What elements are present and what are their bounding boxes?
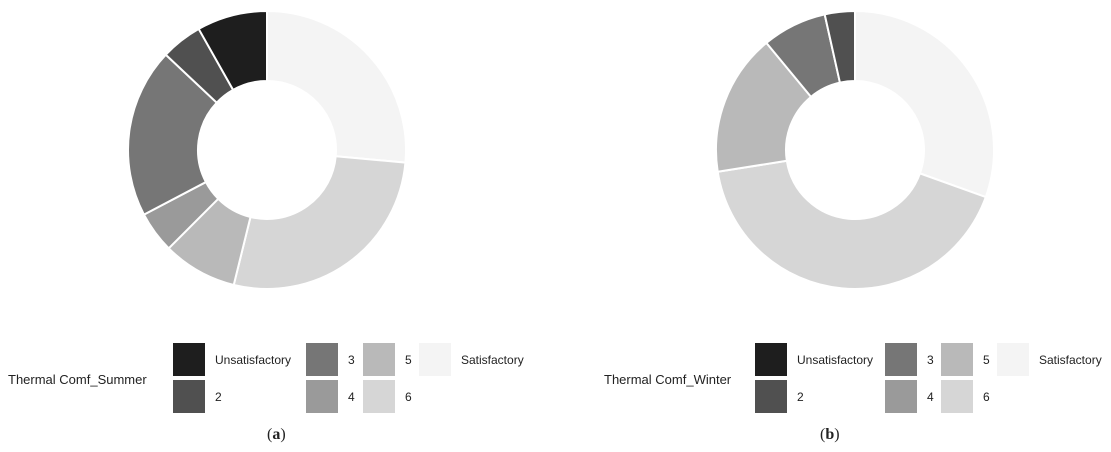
legend-label: 4: [348, 389, 355, 404]
legend-swatch: [419, 343, 451, 376]
legend-label: 5: [983, 352, 990, 367]
legend-item-unsatisfactory: Unsatisfactory: [173, 343, 291, 376]
legend-swatch: [306, 343, 338, 376]
figure-caption-a: (a): [267, 426, 286, 443]
donut-slice-6: [716, 159, 988, 290]
legend-item-4: 4: [885, 380, 934, 413]
legend-item-3: 3: [306, 343, 355, 376]
legend-label: 3: [348, 352, 355, 367]
legend-swatch: [885, 380, 917, 413]
legend-label: 2: [797, 389, 804, 404]
legend-swatch: [941, 380, 973, 413]
legend-swatch: [755, 380, 787, 413]
legend-swatch: [885, 343, 917, 376]
figure-caption-b: (b): [820, 426, 840, 443]
donut-slice-3: [127, 53, 219, 216]
legend-title: Thermal Comf_Summer: [8, 372, 147, 387]
donut-slice-unsatisfactory: [197, 9, 268, 92]
legend-item-6: 6: [363, 380, 412, 413]
legend-label: 6: [983, 389, 990, 404]
legend-swatch: [997, 343, 1029, 376]
donut-slice-satisfactory: [266, 9, 407, 164]
legend-title: Thermal Comf_Winter: [604, 372, 732, 387]
legend-swatch: [363, 380, 395, 413]
legend-item-2: 2: [173, 380, 222, 413]
caption-letter: a: [272, 426, 281, 443]
legend-label: Satisfactory: [461, 352, 524, 367]
legend-item-unsatisfactory: Unsatisfactory: [755, 343, 873, 376]
legend-item-4: 4: [306, 380, 355, 413]
legend-swatch: [363, 343, 395, 376]
donut-chart-winter: [715, 9, 995, 290]
legend-item-satisfactory: Satisfactory: [419, 343, 524, 376]
legend-label: Satisfactory: [1039, 352, 1102, 367]
legend-item-6: 6: [941, 380, 990, 413]
legend-item-2: 2: [755, 380, 804, 413]
legend-label: 6: [405, 389, 412, 404]
legend-swatch: [173, 380, 205, 413]
donut-slice-satisfactory: [854, 9, 995, 199]
legend-label: Unsatisfactory: [215, 352, 292, 367]
legend-winter: Thermal Comf_Winter Unsatisfactory 2 3 4…: [556, 343, 1111, 421]
legend-summer: Thermal Comf_Summer Unsatisfactory 2 3 4…: [0, 343, 555, 421]
donut-chart-summer: [127, 9, 407, 290]
legend-swatch: [941, 343, 973, 376]
legend-swatch: [755, 343, 787, 376]
legend-label: 4: [927, 389, 934, 404]
chart-panel-summer: Thermal Comf_Summer Unsatisfactory 2 3 4…: [0, 0, 555, 452]
legend-label: 3: [927, 352, 934, 367]
legend-label: 5: [405, 352, 412, 367]
legend-swatch: [173, 343, 205, 376]
donut-slice-2: [823, 9, 856, 84]
legend-item-5: 5: [363, 343, 412, 376]
legend-label: Unsatisfactory: [797, 352, 874, 367]
donut-slice-6: [232, 155, 407, 290]
legend-label: 2: [215, 389, 222, 404]
legend-item-satisfactory: Satisfactory: [997, 343, 1102, 376]
legend-item-5: 5: [941, 343, 990, 376]
legend-swatch: [306, 380, 338, 413]
chart-panel-winter: Thermal Comf_Winter Unsatisfactory 2 3 4…: [556, 0, 1111, 452]
legend-item-3: 3: [885, 343, 934, 376]
caption-letter: b: [825, 426, 835, 443]
